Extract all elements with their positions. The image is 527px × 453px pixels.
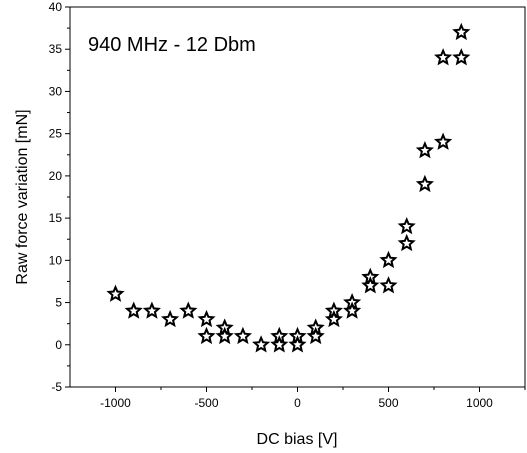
y-axis-label: Raw force variation [mN]: [14, 109, 31, 284]
star-data-point: [197, 326, 216, 345]
x-tick-label: 1000: [466, 396, 493, 410]
star-data-point: [161, 309, 180, 328]
data-points: [106, 22, 471, 353]
star-data-point: [324, 309, 343, 328]
star-data-point: [197, 309, 216, 328]
star-data-point: [306, 326, 325, 345]
axis-ticks: [65, 6, 526, 392]
star-data-point: [452, 48, 471, 66]
star-data-point: [124, 301, 143, 319]
star-data-point: [252, 335, 271, 353]
star-data-point: [415, 174, 434, 193]
y-tick-label: 15: [49, 211, 63, 225]
star-data-point: [452, 22, 471, 41]
x-axis-label: DC bias [V]: [257, 431, 338, 448]
star-data-point: [142, 301, 161, 319]
y-tick-label: 20: [49, 169, 63, 183]
star-data-point: [379, 276, 398, 294]
star-data-point: [434, 132, 453, 150]
y-tick-label: 25: [49, 127, 63, 141]
star-data-point: [106, 284, 125, 302]
x-tick-label: -500: [194, 396, 218, 410]
star-data-point: [288, 335, 307, 353]
y-tick-label: 30: [49, 84, 63, 98]
y-tick-label: -5: [51, 380, 62, 394]
star-data-point: [361, 276, 380, 294]
y-tick-label: 5: [55, 296, 62, 310]
star-data-point: [379, 250, 398, 269]
star-data-point: [397, 217, 416, 235]
star-data-point: [179, 301, 198, 319]
star-data-point: [434, 48, 453, 66]
x-tick-label: 500: [378, 396, 398, 410]
star-data-point: [270, 335, 289, 353]
axis-tick-labels: -1000 -500 0 500 1000 -5 0 5 10 15 20 25 30 35 40: [49, 0, 494, 410]
y-tick-label: 35: [49, 42, 63, 56]
star-data-point: [343, 301, 362, 319]
y-tick-label: 0: [55, 338, 62, 352]
star-data-point: [233, 326, 252, 345]
star-data-point: [415, 141, 434, 159]
x-tick-label: 0: [294, 396, 301, 410]
y-tick-label: 10: [49, 253, 63, 267]
chart-annotation: 940 MHz - 12 Dbm: [88, 34, 256, 56]
star-data-point: [397, 233, 416, 252]
y-tick-label: 40: [49, 0, 63, 14]
x-tick-label: -1000: [100, 396, 131, 410]
star-data-point: [215, 326, 234, 345]
